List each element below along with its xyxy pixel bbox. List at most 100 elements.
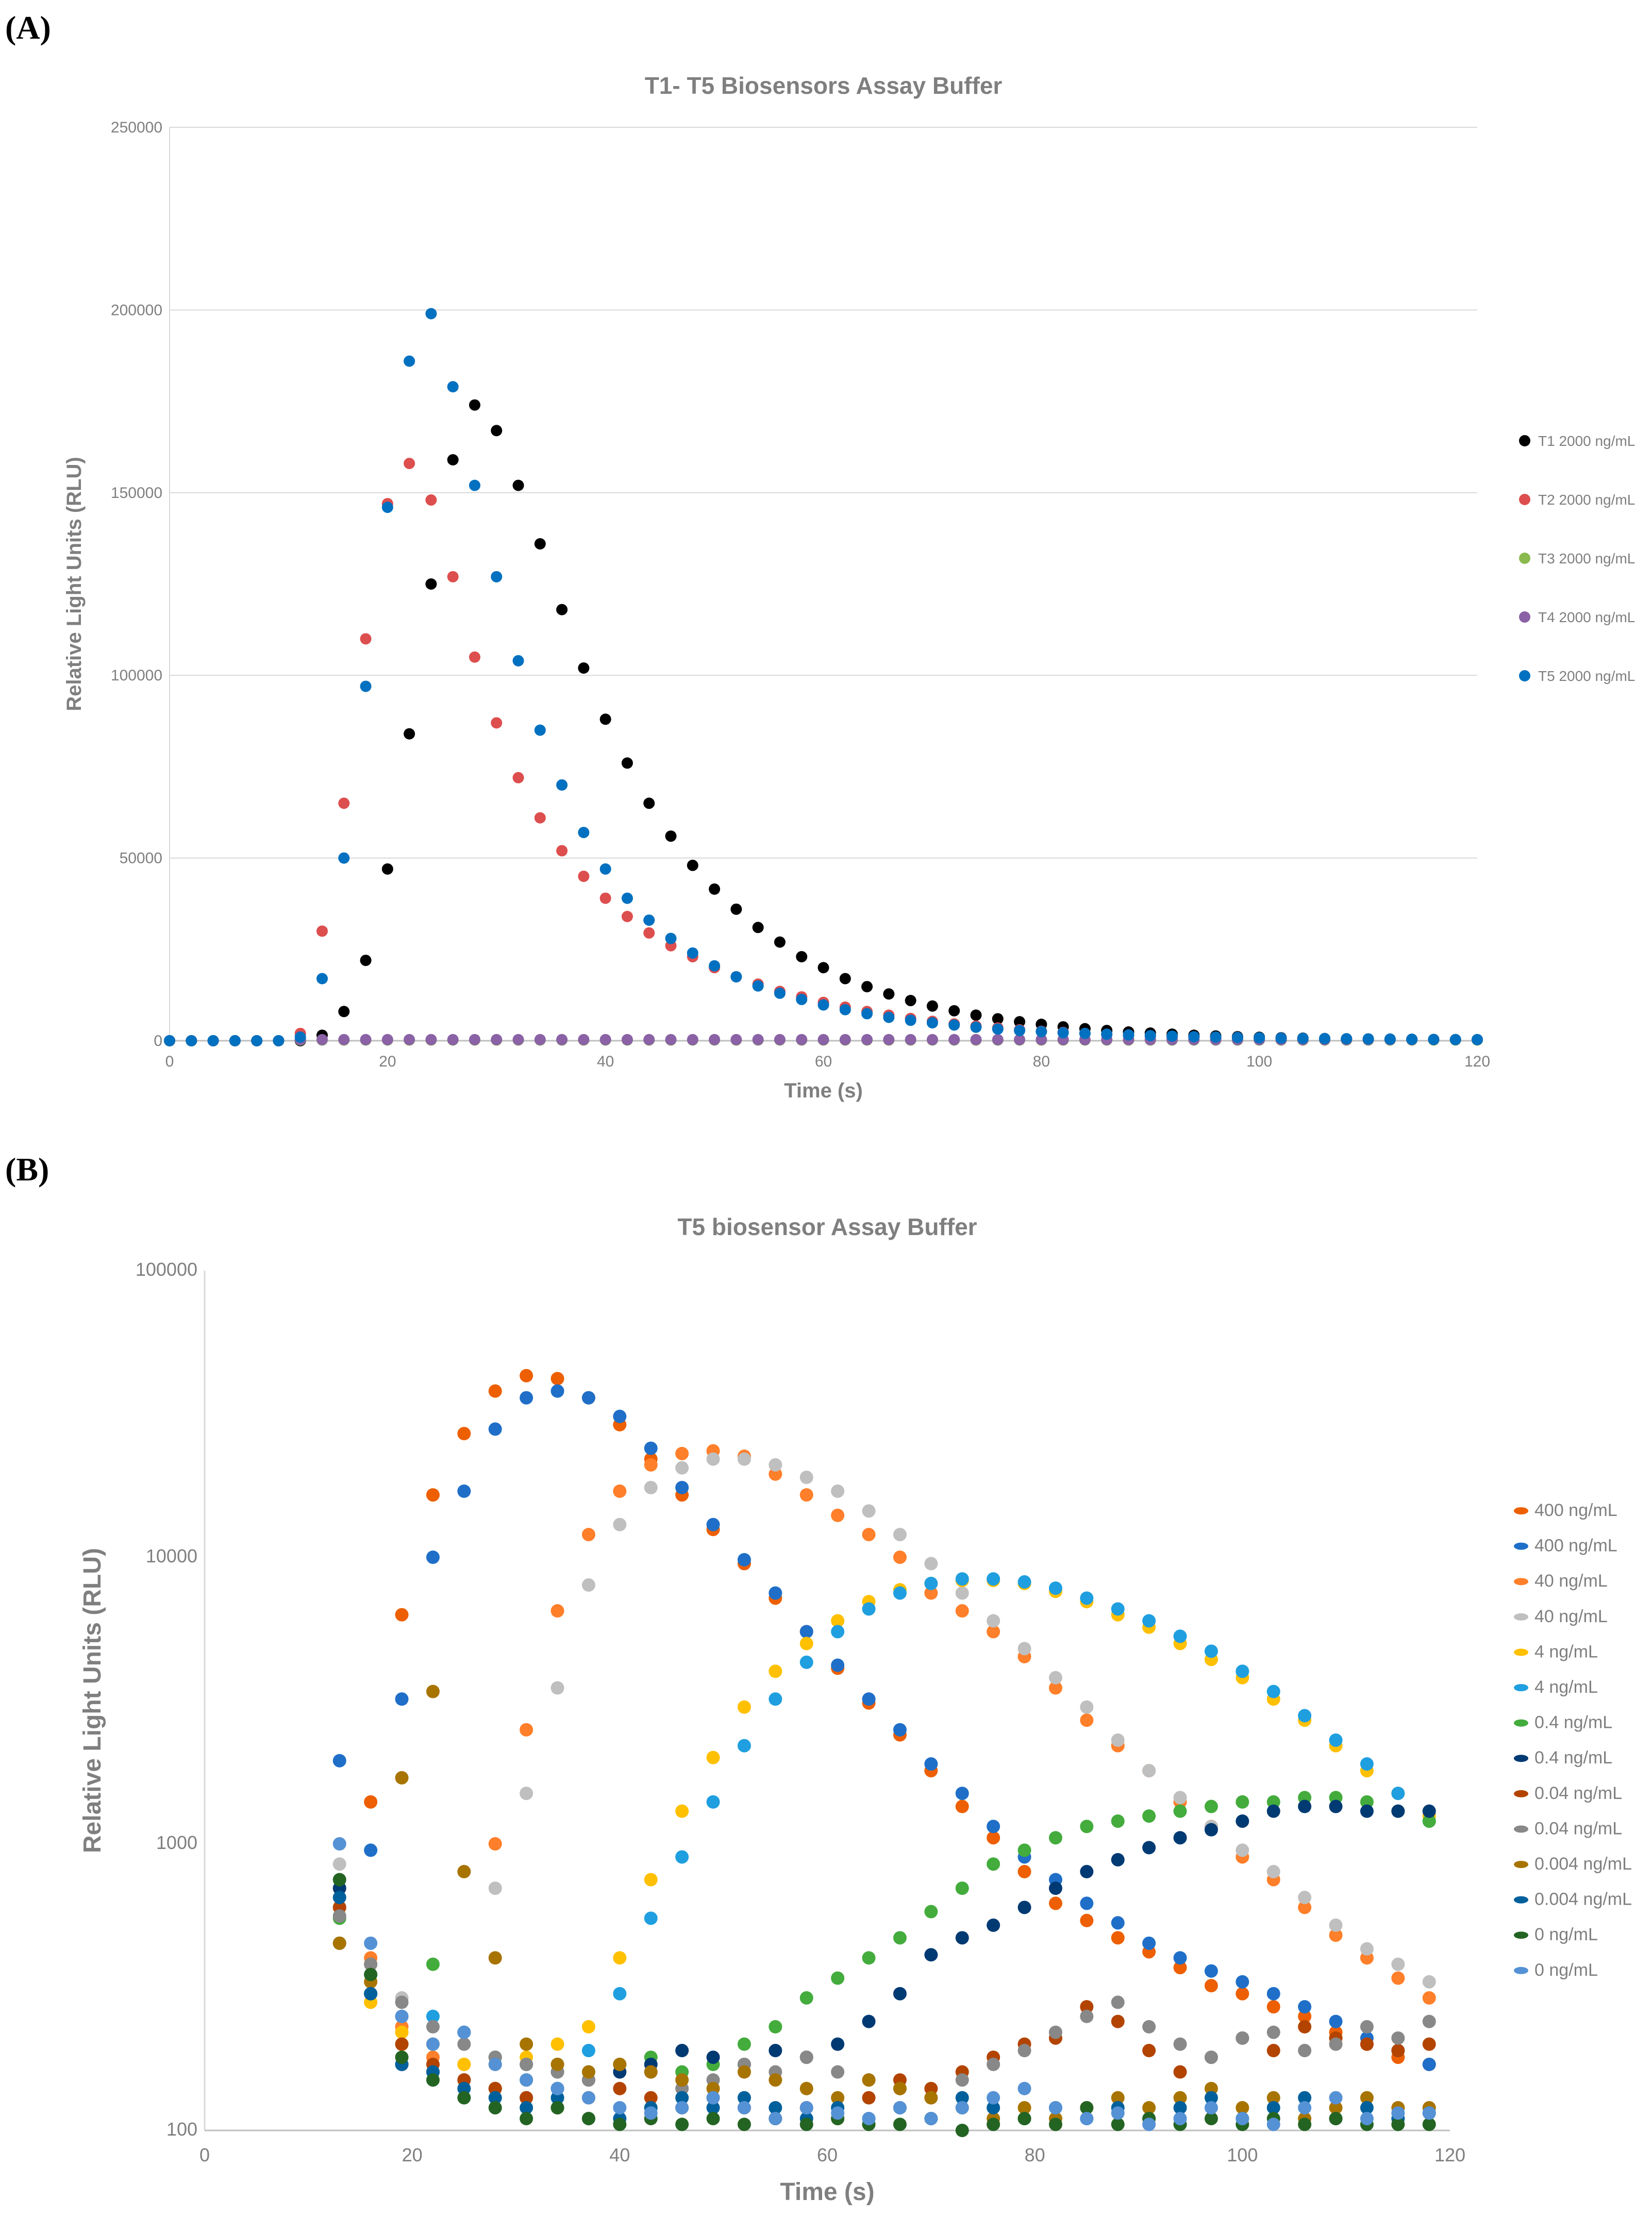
- data-point: [613, 2101, 627, 2114]
- data-point: [1017, 2044, 1031, 2058]
- data-point: [1036, 1034, 1047, 1045]
- data-point: [706, 2101, 720, 2114]
- data-point: [769, 2044, 782, 2058]
- data-point: [796, 1034, 808, 1045]
- data-point: [1266, 2044, 1280, 2058]
- data-point: [426, 1551, 440, 1564]
- data-point: [332, 1873, 346, 1887]
- data-point: [955, 1604, 969, 1618]
- data-point: [395, 1608, 409, 1622]
- data-point: [1080, 1864, 1094, 1878]
- data-point: [796, 951, 808, 962]
- data-point: [599, 892, 611, 904]
- data-point: [987, 1820, 1000, 1834]
- data-point: [675, 2073, 689, 2087]
- data-point: [831, 1614, 845, 1628]
- data-point: [1048, 2025, 1062, 2039]
- data-point: [520, 1391, 533, 1405]
- data-point: [1236, 1975, 1249, 1989]
- data-point: [1422, 1814, 1436, 1828]
- data-point: [425, 308, 437, 320]
- legend-marker: [1514, 1719, 1528, 1727]
- data-point: [643, 797, 655, 809]
- data-point: [1329, 2014, 1343, 2028]
- data-point: [395, 2051, 409, 2064]
- data-point: [817, 999, 829, 1011]
- data-point: [186, 1035, 197, 1046]
- data-point: [730, 1034, 742, 1045]
- data-point: [970, 1009, 982, 1021]
- data-point: [1362, 1033, 1374, 1045]
- data-point: [1236, 1843, 1249, 1857]
- data-point: [905, 995, 916, 1007]
- data-point: [955, 2101, 969, 2114]
- data-point: [992, 1023, 1004, 1035]
- x-tick-label: 60: [815, 1053, 832, 1070]
- data-point: [644, 1873, 658, 1887]
- data-point: [769, 1586, 782, 1600]
- x-axis-label: Time (s): [784, 1079, 863, 1102]
- data-point: [581, 2020, 595, 2034]
- data-point: [491, 571, 503, 582]
- data-point: [987, 2057, 1000, 2071]
- data-point: [817, 962, 829, 974]
- data-point: [613, 1987, 627, 2001]
- data-point: [1173, 1951, 1187, 1965]
- data-point: [675, 2118, 689, 2131]
- data-point: [613, 1409, 627, 1423]
- data-point: [926, 1000, 938, 1012]
- x-tick-label: 60: [817, 2144, 838, 2165]
- data-point: [924, 1586, 938, 1600]
- data-point: [581, 2044, 595, 2058]
- data-point: [737, 1700, 751, 1714]
- data-point: [621, 757, 633, 769]
- data-point: [737, 2037, 751, 2051]
- data-point: [491, 717, 503, 729]
- data-point: [1266, 1864, 1280, 1878]
- x-tick-label: 100: [1227, 2144, 1258, 2165]
- data-point: [520, 2057, 533, 2071]
- data-point: [774, 987, 786, 999]
- data-point: [862, 1602, 876, 1616]
- data-point: [737, 2065, 751, 2079]
- data-point: [1384, 1033, 1396, 1045]
- legend-marker: [1514, 1684, 1528, 1691]
- data-point: [1236, 1795, 1249, 1809]
- data-point: [1391, 2118, 1405, 2131]
- data-point: [550, 1681, 564, 1695]
- data-point: [1329, 2101, 1343, 2114]
- data-point: [799, 2118, 813, 2131]
- data-point: [1254, 1032, 1265, 1044]
- data-point: [987, 2101, 1000, 2114]
- data-point: [799, 1655, 813, 1669]
- data-point: [706, 1452, 720, 1466]
- data-point: [1048, 1581, 1062, 1595]
- data-point: [796, 993, 808, 1005]
- data-point: [644, 1911, 658, 1925]
- data-point: [1173, 1831, 1187, 1845]
- legend-label: 0.004 ng/mL: [1534, 1890, 1632, 1909]
- data-point: [621, 1034, 633, 1045]
- data-point: [665, 1034, 677, 1045]
- data-point: [457, 2025, 471, 2039]
- data-point: [643, 914, 655, 926]
- data-point: [987, 2118, 1000, 2131]
- data-point: [862, 1692, 876, 1706]
- legend-marker: [1514, 1825, 1528, 1833]
- data-point: [512, 479, 524, 491]
- y-axis-label: Relative Light Units (RLU): [63, 457, 86, 711]
- data-point: [395, 1995, 409, 2009]
- data-point: [1266, 2025, 1280, 2039]
- data-point: [924, 1576, 938, 1590]
- data-point: [1111, 1931, 1125, 1945]
- data-point: [893, 1931, 907, 1945]
- data-point: [457, 1484, 471, 1498]
- data-point: [862, 2111, 876, 2125]
- data-point: [1048, 1671, 1062, 1685]
- y-tick-label: 100000: [111, 667, 162, 684]
- data-point: [1360, 1942, 1374, 1956]
- data-point: [360, 1034, 372, 1045]
- data-point: [1080, 1591, 1094, 1605]
- series-0: [164, 399, 1483, 1046]
- data-point: [752, 922, 764, 934]
